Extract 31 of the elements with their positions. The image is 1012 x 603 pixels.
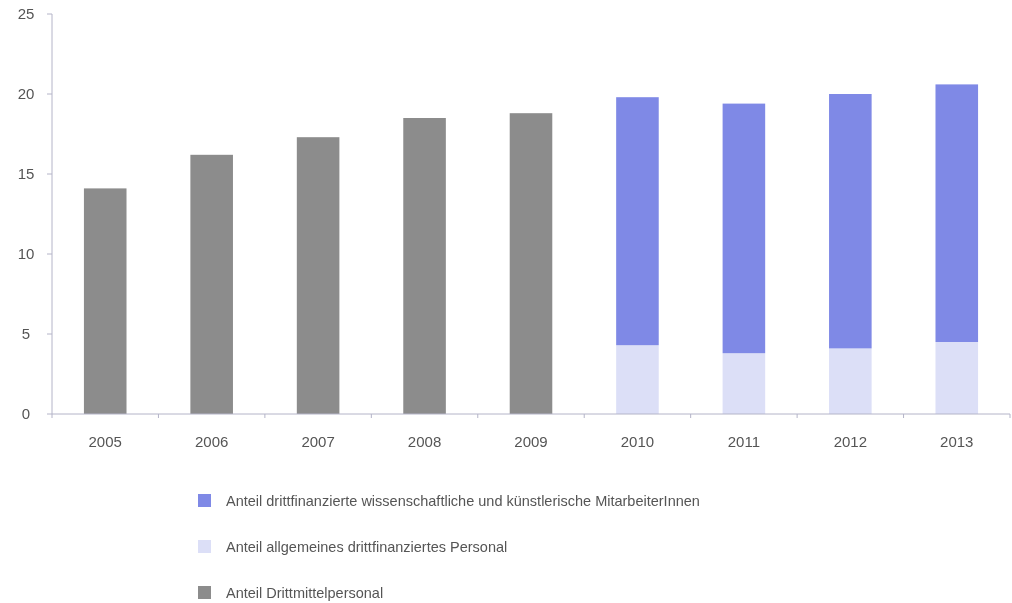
x-tick-label: 2006 — [194, 433, 229, 450]
bar — [190, 154, 233, 414]
x-tick-label: 2013 — [940, 433, 974, 450]
bar — [403, 118, 446, 414]
y-tick-label: 10 — [17, 245, 35, 263]
bar — [509, 113, 553, 414]
bar — [935, 342, 979, 414]
bar — [616, 97, 659, 346]
y-tick-label: 5 — [21, 325, 31, 343]
bar — [829, 348, 872, 414]
legend-label: Anteil Drittmittelpersonal — [226, 585, 384, 601]
x-tick-label: 2010 — [620, 433, 655, 450]
y-tick-label: 15 — [17, 165, 35, 183]
y-tick-label: 25 — [17, 5, 35, 23]
legend-label: Anteil allgemeines drittfinanziertes Personal — [226, 539, 508, 555]
bar — [722, 353, 766, 414]
x-tick-label: 2009 — [514, 433, 548, 450]
y-tick-label: 20 — [17, 85, 35, 103]
x-tick-label: 2005 — [88, 433, 122, 450]
legend-label: Anteil drittfinanzierte wissenschaftliche und künstlerische MitarbeiterInnen — [226, 493, 700, 509]
y-tick-label: 0 — [21, 405, 31, 423]
bar — [616, 345, 659, 414]
x-tick-label: 2007 — [301, 433, 335, 450]
bar — [296, 137, 340, 414]
bar — [722, 103, 766, 354]
bar — [83, 188, 127, 414]
bar — [829, 94, 872, 349]
x-tick-label: 2012 — [833, 433, 868, 450]
x-tick-label: 2008 — [407, 433, 442, 450]
x-tick-label: 2011 — [727, 433, 761, 450]
bar — [935, 84, 979, 342]
